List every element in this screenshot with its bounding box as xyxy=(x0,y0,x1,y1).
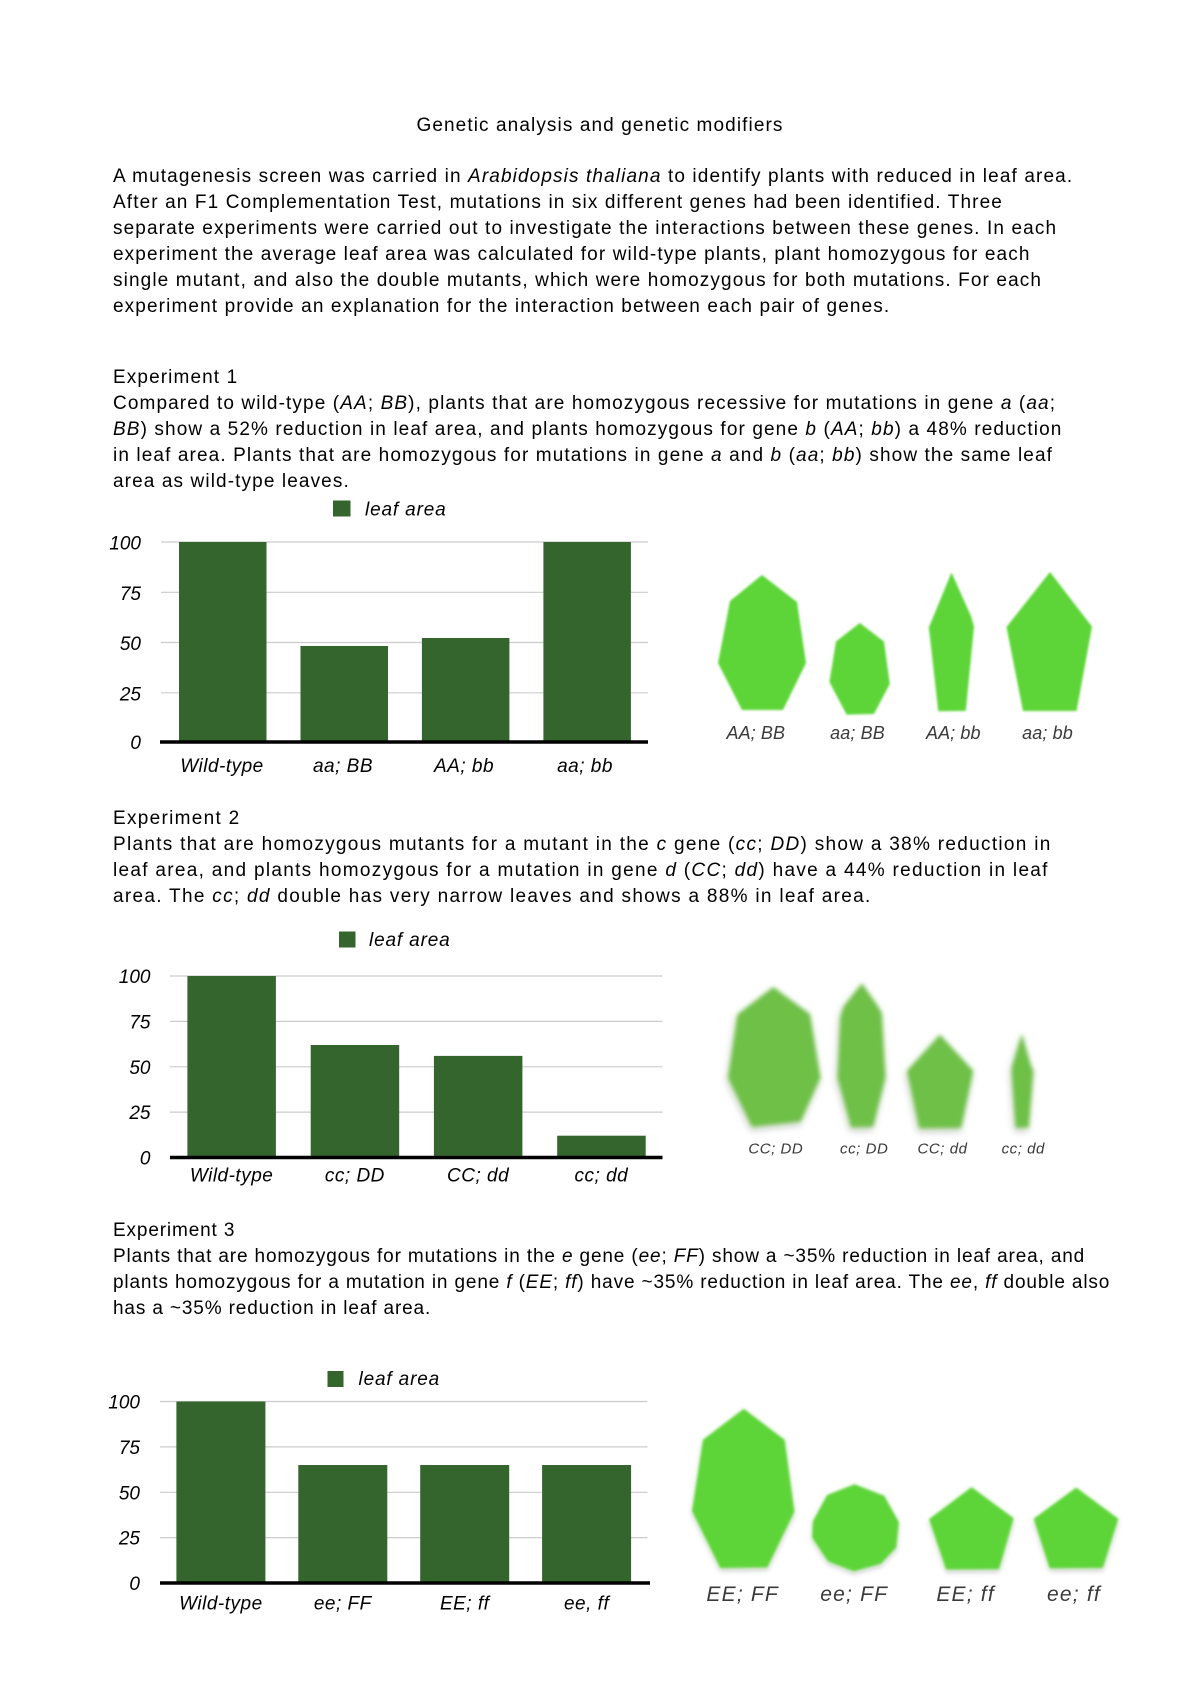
svg-text:Wild-type: Wild-type xyxy=(179,1594,263,1615)
svg-text:cc; DD: cc; DD xyxy=(840,1140,888,1157)
svg-text:AA; BB: AA; BB xyxy=(725,723,785,743)
svg-text:75: 75 xyxy=(129,1012,151,1033)
svg-text:75: 75 xyxy=(120,584,142,605)
svg-text:aa; bb: aa; bb xyxy=(1022,723,1073,743)
svg-text:Wild-type: Wild-type xyxy=(190,1166,274,1187)
svg-text:25: 25 xyxy=(128,1103,151,1124)
svg-text:EE; ff: EE; ff xyxy=(440,1594,491,1615)
svg-text:50: 50 xyxy=(129,1058,151,1079)
svg-text:leaf area: leaf area xyxy=(359,1369,441,1390)
svg-text:25: 25 xyxy=(119,684,142,705)
svg-text:100: 100 xyxy=(109,534,141,555)
svg-text:0: 0 xyxy=(129,1574,140,1595)
svg-text:100: 100 xyxy=(108,1393,140,1414)
svg-text:leaf area: leaf area xyxy=(369,930,451,951)
svg-text:25: 25 xyxy=(118,1529,141,1550)
svg-text:cc; dd: cc; dd xyxy=(575,1166,630,1187)
svg-text:ee; ff: ee; ff xyxy=(1047,1583,1102,1606)
svg-text:50: 50 xyxy=(119,1483,141,1504)
svg-text:aa; BB: aa; BB xyxy=(830,723,885,743)
svg-text:leaf area: leaf area xyxy=(365,499,447,520)
svg-text:Wild-type: Wild-type xyxy=(180,756,264,777)
svg-text:75: 75 xyxy=(119,1438,141,1459)
svg-text:0: 0 xyxy=(130,733,141,754)
svg-text:50: 50 xyxy=(120,634,142,655)
svg-text:EE; FF: EE; FF xyxy=(706,1583,779,1606)
svg-text:CC; DD: CC; DD xyxy=(748,1140,803,1157)
svg-text:100: 100 xyxy=(119,967,151,988)
svg-text:EE; ff: EE; ff xyxy=(936,1583,996,1606)
svg-text:AA; bb: AA; bb xyxy=(433,756,494,777)
svg-text:cc; dd: cc; dd xyxy=(1002,1140,1045,1157)
svg-text:ee, ff: ee, ff xyxy=(564,1594,610,1615)
svg-text:aa; bb: aa; bb xyxy=(557,756,613,777)
svg-text:AA; bb: AA; bb xyxy=(925,723,981,743)
svg-text:CC; dd: CC; dd xyxy=(918,1140,968,1157)
svg-text:aa; BB: aa; BB xyxy=(313,756,373,777)
svg-text:ee; FF: ee; FF xyxy=(820,1583,888,1606)
svg-text:CC; dd: CC; dd xyxy=(447,1166,510,1187)
svg-text:ee; FF: ee; FF xyxy=(314,1594,373,1615)
svg-text:0: 0 xyxy=(140,1149,151,1170)
svg-text:cc; DD: cc; DD xyxy=(325,1166,385,1187)
